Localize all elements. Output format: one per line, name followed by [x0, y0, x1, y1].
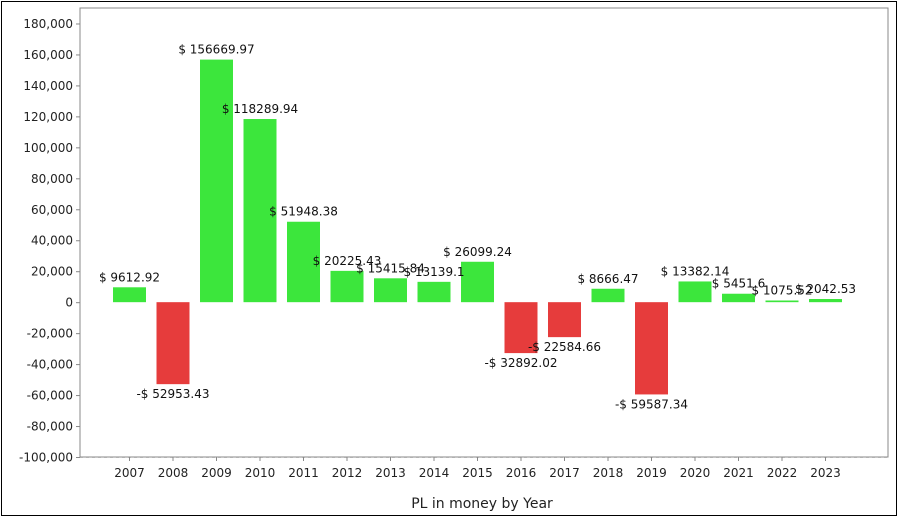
x-tick-label: 2020	[680, 466, 711, 480]
x-axis-ticks: 2007 2008 2009 2010 2011 2012 2013 2014 2015 2016…	[114, 457, 841, 480]
y-tick-label: 40,000	[31, 234, 73, 248]
data-label-2011: $ 51948.38	[269, 205, 338, 219]
data-label-2010: $ 118289.94	[222, 102, 298, 116]
bar-2015	[461, 261, 494, 303]
x-tick-label: 2022	[767, 466, 798, 480]
y-tick-label: -100,000	[19, 451, 73, 465]
x-tick-label: 2011	[288, 466, 319, 480]
bar-2019	[635, 302, 668, 395]
bar-2017	[548, 302, 581, 338]
bar-2013	[374, 278, 407, 303]
x-tick-label: 2017	[549, 466, 580, 480]
data-label-2020: $ 13382.14	[661, 264, 730, 278]
y-tick-label: 80,000	[31, 172, 73, 186]
data-label-2019: -$ 59587.34	[615, 397, 688, 411]
bar-2021	[722, 293, 755, 303]
x-tick-label: 2012	[332, 466, 363, 480]
data-label-2023: $ 2042.53	[795, 282, 856, 296]
y-tick-label: 0	[65, 296, 73, 310]
data-label-2018: $ 8666.47	[577, 272, 638, 286]
data-label-2016: -$ 32892.02	[484, 356, 557, 370]
x-tick-label: 2023	[810, 466, 841, 480]
x-tick-label: 2015	[462, 466, 493, 480]
y-tick-label: 180,000	[23, 17, 73, 31]
x-tick-label: 2019	[636, 466, 667, 480]
bar-2023	[809, 299, 842, 303]
y-tick-label: 120,000	[23, 110, 73, 124]
y-tick-label: 100,000	[23, 141, 73, 155]
x-tick-label: 2014	[419, 466, 450, 480]
data-label-2012: $ 20225.43	[313, 254, 382, 268]
data-label-2017: -$ 22584.66	[528, 340, 601, 354]
data-label-2009: $ 156669.97	[178, 43, 254, 57]
bar-2016	[504, 302, 538, 354]
data-label-2015: $ 26099.24	[443, 245, 512, 259]
y-tick-label: 60,000	[31, 203, 73, 217]
data-label-2021: $ 5451.6	[712, 277, 765, 291]
x-tick-label: 2021	[723, 466, 754, 480]
y-tick-label: 20,000	[31, 265, 73, 279]
data-label-2007: $ 9612.92	[99, 270, 160, 284]
y-axis-ticks: -100,000 -80,000 -60,000 -40,000 -20,000 0 20,…	[19, 17, 80, 465]
bar-2009	[200, 59, 233, 303]
bar-2012	[330, 270, 364, 303]
bar-2007	[113, 287, 146, 303]
bar-2014	[417, 281, 451, 303]
x-tick-label: 2013	[375, 466, 406, 480]
x-tick-label: 2009	[201, 466, 232, 480]
data-label-2013: $ 15415.84	[356, 261, 425, 275]
bar-2008	[156, 302, 190, 385]
y-tick-label: -60,000	[27, 389, 73, 403]
y-tick-label: 160,000	[23, 48, 73, 62]
bar-2022	[765, 300, 799, 303]
bars	[113, 59, 842, 395]
x-tick-label: 2010	[245, 466, 276, 480]
y-tick-label: -80,000	[27, 420, 73, 434]
data-label-2014: $ 13139.1	[403, 265, 464, 279]
bar-2010	[243, 119, 277, 303]
x-tick-label: 2018	[593, 466, 624, 480]
x-tick-label: 2016	[506, 466, 537, 480]
y-tick-label: -20,000	[27, 327, 73, 341]
x-tick-label: 2007	[114, 466, 145, 480]
data-label-2022: $ 1075.52	[751, 284, 812, 298]
data-label-2008: -$ 52953.43	[136, 387, 209, 401]
bar-2020	[678, 281, 712, 303]
x-tick-label: 2008	[158, 466, 189, 480]
bar-2011	[287, 221, 320, 303]
data-labels: $ 9612.92 -$ 52953.43 $ 156669.97 $ 118289.…	[99, 43, 856, 412]
bar-2018	[591, 288, 625, 303]
x-axis-title: PL in money by Year	[411, 496, 553, 512]
y-tick-label: -40,000	[27, 358, 73, 372]
y-tick-label: 140,000	[23, 79, 73, 93]
